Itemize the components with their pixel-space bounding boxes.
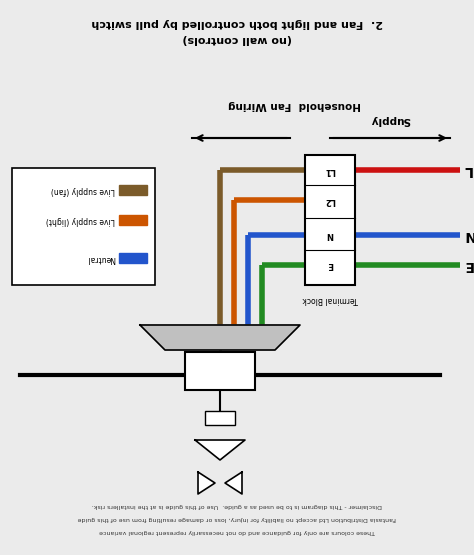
Text: Terminal Block: Terminal Block	[302, 295, 358, 304]
Text: N: N	[463, 228, 474, 242]
Bar	[205, 411, 235, 425]
Polygon shape	[140, 325, 300, 350]
Text: E: E	[327, 260, 333, 270]
Text: Supply: Supply	[370, 115, 410, 125]
Text: Live supply (light): Live supply (light)	[46, 215, 115, 225]
Bar	[12, 168, 155, 285]
Polygon shape	[225, 472, 242, 494]
Text: Neutral: Neutral	[86, 254, 115, 263]
Polygon shape	[198, 472, 215, 494]
Text: L: L	[463, 163, 472, 177]
Text: L2: L2	[324, 195, 336, 204]
Text: (no wall controls): (no wall controls)	[182, 34, 292, 44]
Polygon shape	[195, 440, 245, 460]
Text: These colours are only for guidance and do not necessarily represent regional va: These colours are only for guidance and …	[99, 529, 375, 534]
Text: L1: L1	[324, 165, 336, 174]
Bar	[185, 352, 255, 390]
Text: Disclaimer - This diagram is to be used as a guide.  Use of this guide is at the: Disclaimer - This diagram is to be used …	[92, 503, 382, 508]
Bar	[305, 155, 355, 285]
Text: 2.  Fan and light both controlled by pull switch: 2. Fan and light both controlled by pull…	[91, 18, 383, 28]
Text: N: N	[327, 230, 334, 240]
Text: Household  Fan Wiring: Household Fan Wiring	[228, 100, 362, 110]
Text: Fantasia Distribution Ltd accept no liability for injury, loss or damage resulti: Fantasia Distribution Ltd accept no liab…	[78, 516, 396, 521]
Bar	[119, 215, 147, 225]
Bar	[119, 253, 147, 263]
Text: Live supply (fan): Live supply (fan)	[51, 185, 115, 194]
Text: E: E	[463, 258, 473, 272]
Bar	[119, 185, 147, 195]
